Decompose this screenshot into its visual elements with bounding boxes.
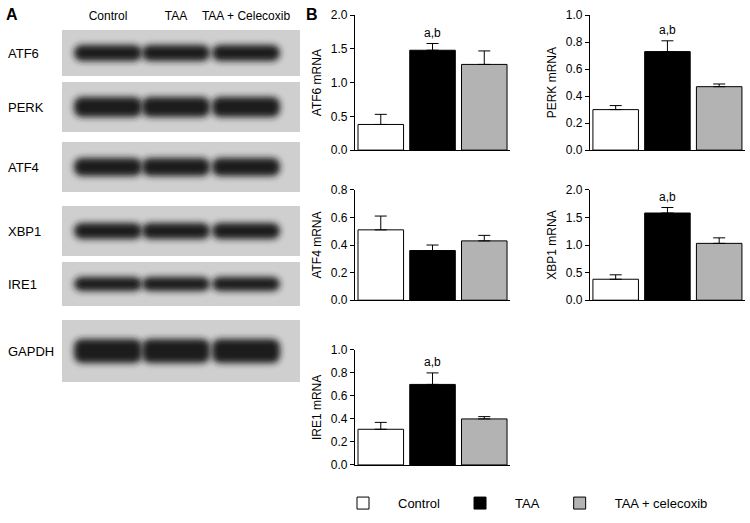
svg-text:1.5: 1.5 (331, 42, 348, 56)
svg-text:0.2: 0.2 (331, 266, 348, 280)
svg-text:0.4: 0.4 (331, 238, 348, 252)
svg-text:1.0: 1.0 (566, 8, 583, 22)
svg-text:1.5: 1.5 (566, 211, 583, 225)
svg-text:TAA + Celecoxib: TAA + Celecoxib (202, 9, 290, 23)
svg-text:0.6: 0.6 (331, 211, 348, 225)
svg-text:XBP1: XBP1 (8, 224, 41, 239)
svg-text:0.8: 0.8 (331, 183, 348, 197)
svg-text:0.5: 0.5 (566, 266, 583, 280)
svg-text:PERK: PERK (8, 100, 44, 115)
svg-text:0.8: 0.8 (331, 366, 348, 380)
svg-text:0.4: 0.4 (566, 89, 583, 103)
svg-text:A: A (6, 6, 18, 23)
svg-text:0.5: 0.5 (331, 110, 348, 124)
svg-text:2.0: 2.0 (331, 8, 348, 22)
svg-text:ATF4 mRNA: ATF4 mRNA (310, 211, 324, 278)
svg-text:TAA + celecoxib: TAA + celecoxib (615, 496, 708, 511)
svg-text:2.0: 2.0 (566, 183, 583, 197)
svg-text:IRE1: IRE1 (8, 277, 37, 292)
svg-text:B: B (306, 6, 318, 23)
svg-text:0.2: 0.2 (331, 435, 348, 449)
svg-text:0.0: 0.0 (566, 143, 583, 157)
svg-text:0.0: 0.0 (566, 293, 583, 307)
svg-text:ATF6 mRNA: ATF6 mRNA (310, 49, 324, 116)
svg-text:a,b: a,b (659, 23, 676, 37)
svg-text:IRE1 mRNA: IRE1 mRNA (310, 375, 324, 440)
svg-text:1.0: 1.0 (331, 76, 348, 90)
svg-text:0.0: 0.0 (331, 458, 348, 472)
svg-text:0.8: 0.8 (566, 35, 583, 49)
svg-text:0.0: 0.0 (331, 293, 348, 307)
svg-text:a,b: a,b (424, 26, 441, 40)
svg-text:0.2: 0.2 (566, 116, 583, 130)
svg-text:0.6: 0.6 (331, 389, 348, 403)
svg-text:0.6: 0.6 (566, 62, 583, 76)
svg-text:a,b: a,b (424, 355, 441, 369)
svg-text:GAPDH: GAPDH (8, 344, 54, 359)
svg-text:a,b: a,b (659, 190, 676, 204)
svg-text:TAA: TAA (515, 496, 540, 511)
svg-text:ATF6: ATF6 (8, 46, 39, 61)
svg-text:Control: Control (89, 9, 128, 23)
svg-text:1.0: 1.0 (331, 343, 348, 357)
svg-text:0.4: 0.4 (331, 412, 348, 426)
svg-text:XBP1 mRNA: XBP1 mRNA (545, 210, 559, 279)
svg-text:Control: Control (398, 496, 440, 511)
svg-text:0.0: 0.0 (331, 143, 348, 157)
svg-text:TAA: TAA (165, 9, 187, 23)
svg-text:1.0: 1.0 (566, 238, 583, 252)
svg-text:PERK mRNA: PERK mRNA (545, 47, 559, 118)
svg-text:ATF4: ATF4 (8, 160, 39, 175)
